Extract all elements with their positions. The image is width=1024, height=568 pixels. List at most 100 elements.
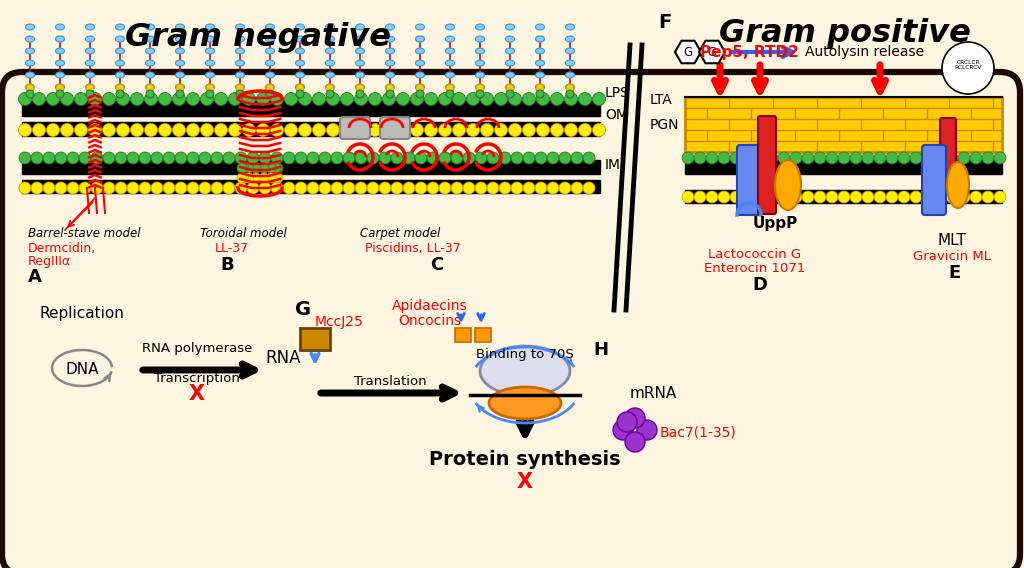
Circle shape [694, 191, 706, 203]
Circle shape [33, 123, 45, 136]
Circle shape [369, 93, 382, 106]
Circle shape [355, 152, 367, 164]
Circle shape [446, 90, 454, 98]
Circle shape [319, 182, 331, 194]
Circle shape [790, 191, 802, 203]
Ellipse shape [416, 24, 425, 30]
Circle shape [259, 152, 271, 164]
Circle shape [453, 93, 466, 106]
Circle shape [259, 163, 269, 173]
Circle shape [391, 182, 403, 194]
Ellipse shape [445, 36, 455, 42]
Circle shape [778, 152, 790, 164]
Circle shape [341, 123, 353, 136]
Circle shape [271, 152, 283, 164]
Circle shape [356, 84, 364, 92]
Ellipse shape [475, 84, 484, 90]
Circle shape [172, 123, 185, 136]
Circle shape [270, 93, 284, 106]
Circle shape [43, 152, 55, 164]
Circle shape [438, 93, 452, 106]
Circle shape [75, 123, 87, 136]
FancyBboxPatch shape [758, 116, 776, 214]
Circle shape [571, 182, 583, 194]
Ellipse shape [236, 60, 245, 66]
Circle shape [970, 152, 982, 164]
Ellipse shape [296, 84, 304, 90]
Circle shape [613, 420, 633, 440]
FancyBboxPatch shape [940, 118, 956, 177]
Ellipse shape [85, 84, 94, 90]
Circle shape [236, 90, 244, 98]
Circle shape [790, 152, 802, 164]
Circle shape [341, 93, 353, 106]
Ellipse shape [355, 72, 365, 78]
Circle shape [206, 84, 214, 92]
Circle shape [559, 152, 571, 164]
Circle shape [296, 90, 304, 98]
Circle shape [237, 163, 247, 173]
Circle shape [416, 90, 424, 98]
Circle shape [396, 123, 410, 136]
Circle shape [379, 182, 391, 194]
Ellipse shape [355, 24, 365, 30]
Circle shape [826, 152, 838, 164]
Circle shape [214, 93, 227, 106]
Text: RegIIIα: RegIIIα [28, 255, 71, 268]
Ellipse shape [775, 160, 801, 210]
Circle shape [91, 152, 103, 164]
Text: Replication: Replication [40, 306, 125, 321]
Circle shape [46, 123, 59, 136]
Ellipse shape [175, 60, 184, 66]
Ellipse shape [326, 36, 335, 42]
Circle shape [343, 152, 355, 164]
Text: Piscidins, LL-37: Piscidins, LL-37 [365, 242, 461, 255]
Ellipse shape [565, 48, 574, 54]
Circle shape [251, 163, 261, 173]
Circle shape [706, 152, 718, 164]
Circle shape [356, 90, 364, 98]
Circle shape [247, 152, 259, 164]
Circle shape [271, 173, 282, 183]
Circle shape [766, 191, 778, 203]
Circle shape [79, 182, 91, 194]
Circle shape [579, 123, 592, 136]
Circle shape [446, 84, 454, 92]
Text: OM: OM [605, 108, 628, 122]
Text: Lactococcin G: Lactococcin G [709, 248, 802, 261]
Ellipse shape [236, 24, 245, 30]
Ellipse shape [326, 48, 335, 54]
Circle shape [439, 152, 451, 164]
Ellipse shape [416, 36, 425, 42]
Circle shape [103, 152, 115, 164]
Circle shape [547, 182, 559, 194]
Ellipse shape [26, 48, 35, 54]
Circle shape [994, 191, 1006, 203]
Ellipse shape [206, 60, 214, 66]
Ellipse shape [206, 48, 214, 54]
Circle shape [117, 123, 129, 136]
Circle shape [391, 152, 403, 164]
Circle shape [742, 191, 754, 203]
Text: G: G [295, 300, 311, 319]
Circle shape [139, 182, 151, 194]
Text: UppP: UppP [753, 216, 798, 231]
Circle shape [766, 152, 778, 164]
Ellipse shape [236, 48, 245, 54]
Circle shape [159, 123, 171, 136]
Bar [455, 328, 471, 342]
Circle shape [175, 152, 187, 164]
Circle shape [463, 182, 475, 194]
Text: RNA polymerase: RNA polymerase [141, 342, 252, 355]
Circle shape [116, 90, 124, 98]
Ellipse shape [475, 72, 484, 78]
Ellipse shape [85, 36, 94, 42]
Circle shape [228, 93, 242, 106]
Ellipse shape [116, 36, 125, 42]
Circle shape [571, 152, 583, 164]
Circle shape [127, 152, 139, 164]
Ellipse shape [296, 60, 304, 66]
Circle shape [495, 123, 508, 136]
Circle shape [826, 191, 838, 203]
Text: A: A [28, 268, 42, 286]
